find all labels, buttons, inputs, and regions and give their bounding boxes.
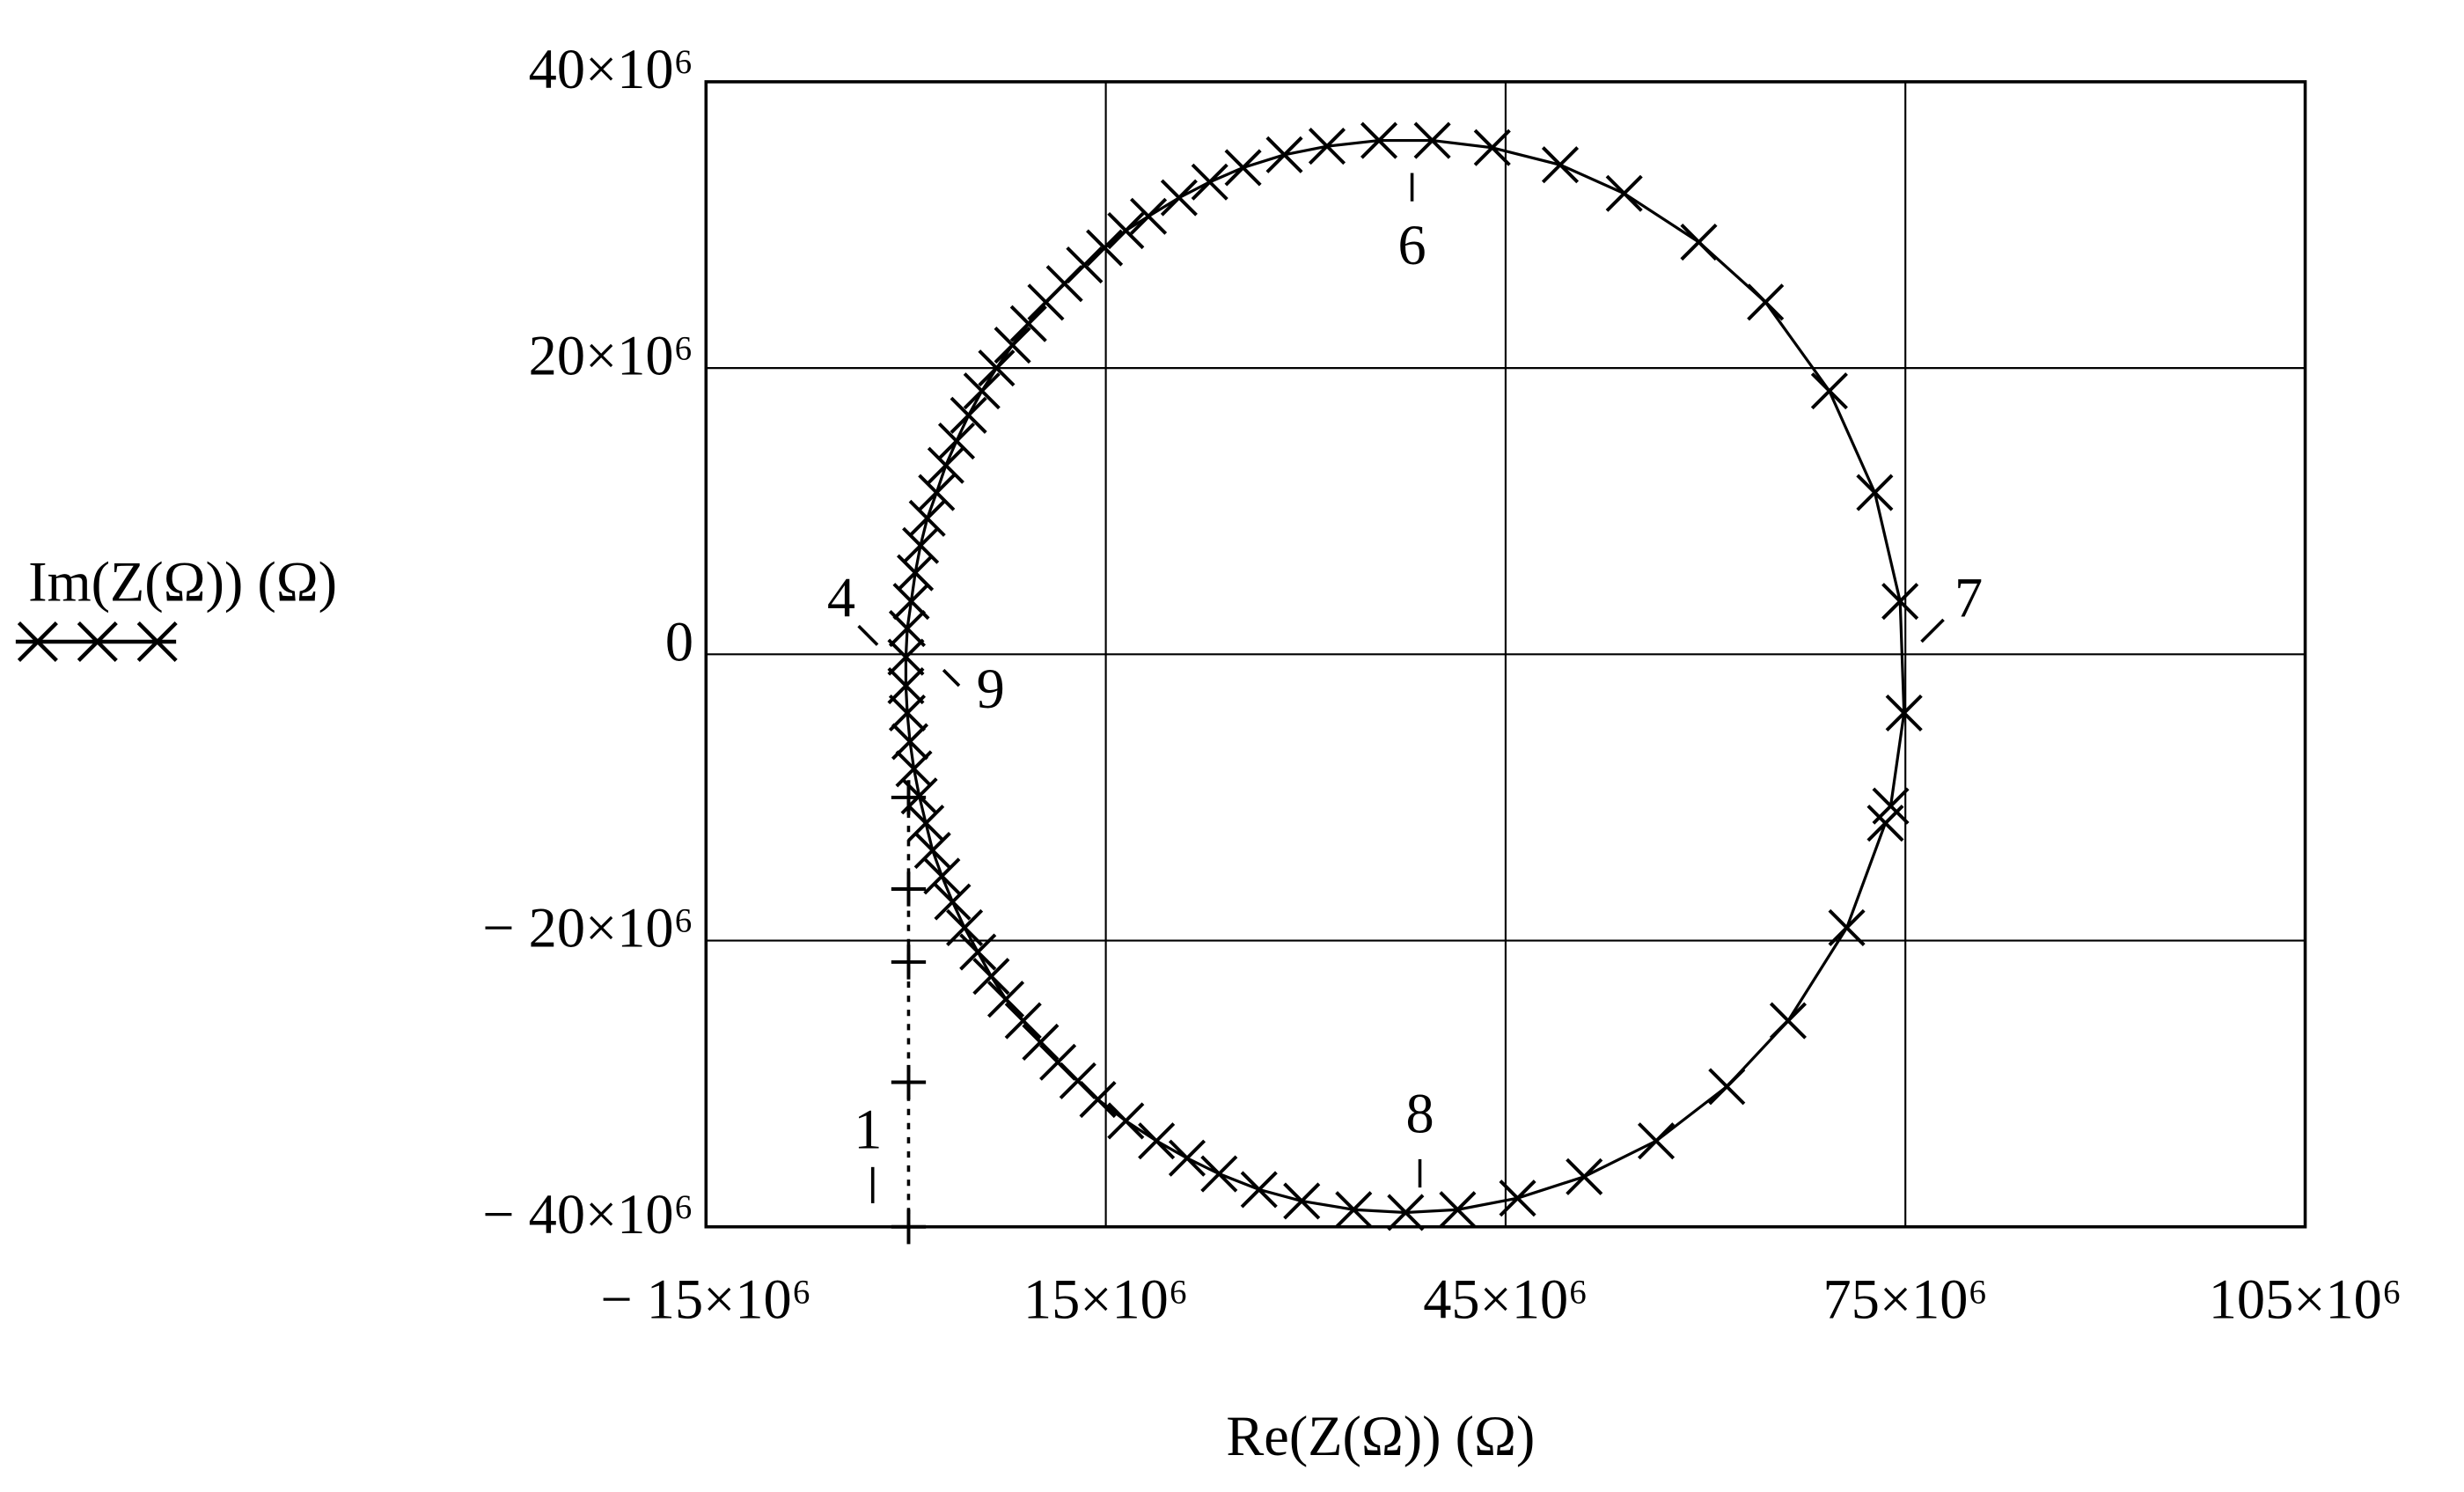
leader — [857, 624, 879, 646]
leader — [942, 668, 961, 687]
data-point — [908, 499, 946, 537]
data-point — [1680, 223, 1718, 261]
data-point — [986, 981, 1025, 1018]
plot-frame — [704, 80, 2307, 1229]
data-point — [1499, 1180, 1536, 1217]
annotation: 8 — [1405, 1083, 1434, 1145]
legend-swatch — [15, 621, 178, 663]
data-point — [950, 396, 987, 434]
data-point — [963, 372, 1001, 410]
y-tick-label: 20×10⁶ — [529, 324, 693, 386]
x-tick-label: 15×10⁶ — [1023, 1268, 1188, 1330]
x-tick-label: 75×10⁶ — [1823, 1268, 1988, 1330]
data-point — [946, 908, 984, 946]
data-point — [1439, 1191, 1477, 1229]
data-point — [1605, 174, 1643, 212]
data-point — [1130, 197, 1168, 235]
data-point — [1138, 1122, 1176, 1160]
data-point — [1027, 283, 1065, 321]
data-point — [1168, 1139, 1206, 1177]
data-point — [972, 958, 1010, 996]
data-point — [1866, 805, 1904, 842]
data-point — [891, 871, 927, 907]
data-point — [1885, 694, 1923, 732]
data-point — [1413, 121, 1451, 159]
data-point — [927, 446, 964, 484]
data-point — [907, 805, 945, 842]
data-point — [888, 610, 927, 648]
data-point — [1335, 1191, 1373, 1229]
data-point — [1566, 1158, 1603, 1195]
data-point — [1160, 179, 1198, 217]
data-point — [937, 423, 976, 460]
data-point — [1283, 1182, 1321, 1220]
data-point — [1079, 1080, 1117, 1119]
annotation: 1 — [854, 1098, 882, 1160]
data-point — [888, 694, 927, 732]
legend-marker — [17, 621, 178, 663]
data-point — [1004, 1002, 1042, 1040]
data-point — [934, 883, 972, 921]
data-point — [1541, 146, 1580, 184]
y-axis-label: Im(Z(Ω)) (Ω) — [28, 551, 337, 614]
data-point — [1828, 908, 1866, 946]
data-point — [1086, 229, 1124, 267]
data-point — [1747, 283, 1785, 321]
data-point — [1022, 1023, 1060, 1062]
y-tick-label: − 20×10⁶ — [482, 897, 693, 959]
annotation: 6 — [1398, 214, 1426, 276]
series-line — [904, 138, 1906, 1215]
data-point — [1810, 372, 1848, 410]
data-point — [918, 474, 956, 511]
data-point — [994, 327, 1031, 364]
x-axis-label: Re(Z(Ω)) (Ω) — [1226, 1405, 1535, 1467]
data-point — [887, 638, 925, 676]
annotation: 7 — [1954, 566, 1983, 628]
data-point — [887, 667, 925, 705]
data-point — [891, 780, 927, 815]
x-tick-label: − 15×10⁶ — [600, 1268, 811, 1330]
data-point — [891, 944, 927, 980]
data-point — [1009, 305, 1047, 342]
data-point — [1769, 1002, 1807, 1040]
x-tick-label: 105×10⁶ — [2209, 1268, 2402, 1330]
y-tick-label: 0 — [665, 610, 693, 673]
data-point — [1308, 128, 1346, 165]
data-point — [1200, 1155, 1238, 1193]
annotation: 4 — [827, 566, 855, 628]
data-point — [913, 832, 951, 870]
data-point — [1191, 163, 1228, 201]
x-tick-label: 45×10⁶ — [1423, 1268, 1588, 1330]
data-point — [1881, 583, 1919, 621]
y-tick-label: 40×10⁶ — [529, 38, 693, 100]
data-point — [923, 857, 961, 895]
data-point — [1473, 129, 1511, 166]
leader — [1920, 618, 1945, 643]
data-point — [1856, 474, 1894, 511]
annotation-leaders — [857, 173, 1945, 1203]
data-point — [1637, 1122, 1676, 1160]
data-point — [1387, 1194, 1425, 1231]
data-point — [1240, 1171, 1278, 1209]
y-tick-label: − 40×10⁶ — [482, 1183, 693, 1246]
annotation: 9 — [977, 658, 1005, 720]
data-point — [891, 1209, 927, 1245]
data-point — [978, 349, 1016, 387]
data-point — [1360, 121, 1398, 159]
data-point — [1265, 136, 1303, 173]
data-point — [891, 1064, 927, 1100]
data-point — [959, 933, 997, 971]
data-point — [1224, 149, 1262, 187]
data-point — [1107, 1102, 1145, 1140]
data-point — [1107, 211, 1145, 250]
data-point — [1708, 1068, 1746, 1106]
